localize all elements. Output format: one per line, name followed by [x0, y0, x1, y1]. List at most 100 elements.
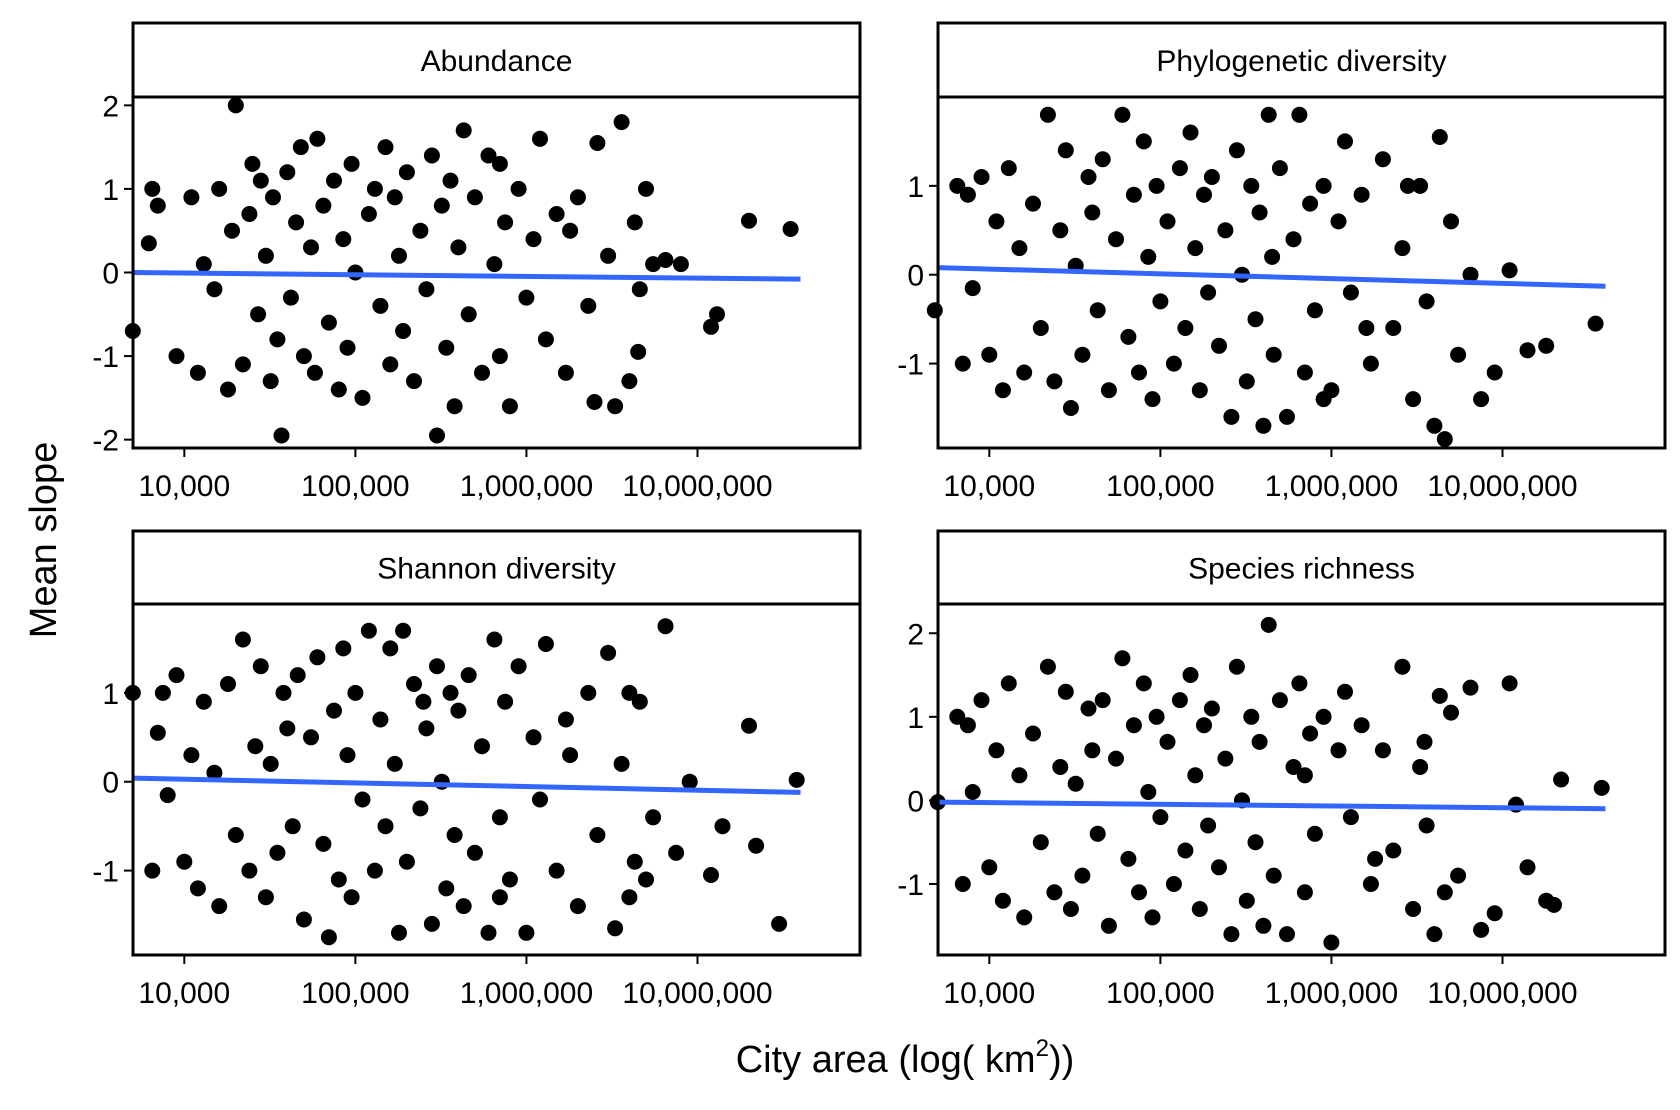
data-point — [386, 189, 403, 206]
data-point — [279, 164, 296, 181]
data-point — [1353, 717, 1370, 734]
data-point — [343, 155, 360, 172]
data-point — [1443, 213, 1459, 230]
data-point — [1135, 133, 1152, 150]
data-point — [1108, 231, 1124, 248]
x-axis-title-end: )) — [1049, 1039, 1074, 1081]
data-point — [926, 302, 943, 319]
y-tick-label: 1 — [907, 171, 924, 204]
data-point — [1238, 892, 1255, 909]
data-point — [741, 717, 757, 734]
data-point — [206, 281, 223, 298]
data-point — [455, 898, 472, 915]
data-point — [460, 306, 477, 323]
data-point — [537, 636, 554, 652]
data-point — [289, 667, 306, 684]
data-point — [330, 871, 347, 888]
data-point — [1374, 742, 1391, 759]
data-point — [1279, 926, 1295, 943]
panel-phylogenetic-diversity: Phylogenetic diversity -1 0 1 10,000 100,000 1… — [897, 21, 1667, 503]
data-point — [1285, 759, 1302, 775]
data-point — [220, 676, 236, 692]
panel-border-species-richness — [936, 602, 1667, 957]
data-point — [1084, 742, 1101, 759]
data-point — [1100, 382, 1117, 399]
data-point — [1131, 884, 1147, 901]
panel-border-shannon-diversity — [131, 602, 862, 957]
data-point — [1450, 346, 1467, 363]
x-tick-label: 10,000 — [943, 977, 1035, 1010]
data-point — [1243, 708, 1260, 725]
data-point — [284, 818, 301, 835]
y-tick-label: 0 — [907, 260, 924, 293]
data-point — [398, 164, 415, 181]
data-point — [1016, 909, 1033, 926]
data-point — [211, 180, 228, 197]
data-point — [1032, 834, 1049, 851]
x-axis-title-sup: 2 — [1036, 1035, 1049, 1062]
data-point — [518, 924, 535, 941]
data-point — [1412, 177, 1429, 194]
data-point — [1315, 391, 1332, 408]
data-point — [406, 373, 422, 390]
data-point — [1291, 106, 1308, 123]
data-point — [360, 622, 377, 639]
data-point — [1200, 817, 1217, 834]
data-point — [532, 130, 548, 147]
data-point — [418, 720, 435, 737]
data-point — [339, 339, 356, 356]
data-point — [645, 256, 662, 273]
data-point — [630, 343, 647, 360]
y-tick-label: 2 — [907, 618, 924, 651]
data-point — [144, 862, 161, 879]
data-point — [1385, 842, 1402, 859]
data-point — [1367, 850, 1384, 867]
x-tick-label: 10,000 — [138, 470, 230, 503]
data-point — [580, 684, 597, 701]
y-tick-label: -1 — [92, 341, 119, 374]
data-point — [455, 122, 472, 139]
y-tick-label: 0 — [102, 258, 119, 291]
data-point — [406, 676, 422, 692]
data-point — [1462, 679, 1479, 696]
data-point — [354, 791, 371, 808]
data-point — [366, 862, 383, 879]
data-point — [159, 787, 176, 804]
data-point — [1228, 658, 1245, 675]
data-point — [510, 180, 527, 197]
data-point — [315, 835, 332, 852]
data-point — [1436, 884, 1453, 901]
data-point — [981, 859, 998, 876]
data-point — [252, 172, 269, 189]
data-point — [557, 364, 574, 381]
data-point — [450, 702, 467, 719]
data-point — [1412, 759, 1429, 775]
data-point — [320, 929, 337, 946]
points-phylogenetic-diversity — [926, 106, 1604, 448]
data-point — [386, 755, 403, 772]
trend-line — [937, 265, 1606, 289]
data-point — [1330, 213, 1347, 230]
data-point — [391, 247, 407, 264]
points-abundance — [124, 97, 799, 444]
data-point — [1148, 177, 1165, 194]
x-tick-label: 10,000,000 — [1427, 977, 1577, 1010]
data-point — [1519, 342, 1536, 359]
data-point — [1052, 222, 1069, 239]
data-point — [1052, 759, 1069, 775]
data-point — [295, 348, 312, 365]
data-point — [569, 898, 586, 915]
data-point — [1426, 417, 1443, 434]
data-point — [525, 729, 542, 746]
x-axis-title: City area (log( km2)) — [736, 1035, 1075, 1081]
data-point — [607, 398, 624, 415]
strip-label-phylogenetic-diversity: Phylogenetic diversity — [1156, 45, 1446, 78]
data-point — [372, 711, 389, 728]
data-point — [771, 915, 788, 932]
data-point — [1405, 901, 1422, 917]
data-point — [1291, 675, 1308, 692]
strip-label-species-richness: Species richness — [1188, 553, 1415, 586]
data-point — [1593, 779, 1610, 796]
data-point — [354, 389, 371, 406]
data-point — [183, 189, 200, 206]
